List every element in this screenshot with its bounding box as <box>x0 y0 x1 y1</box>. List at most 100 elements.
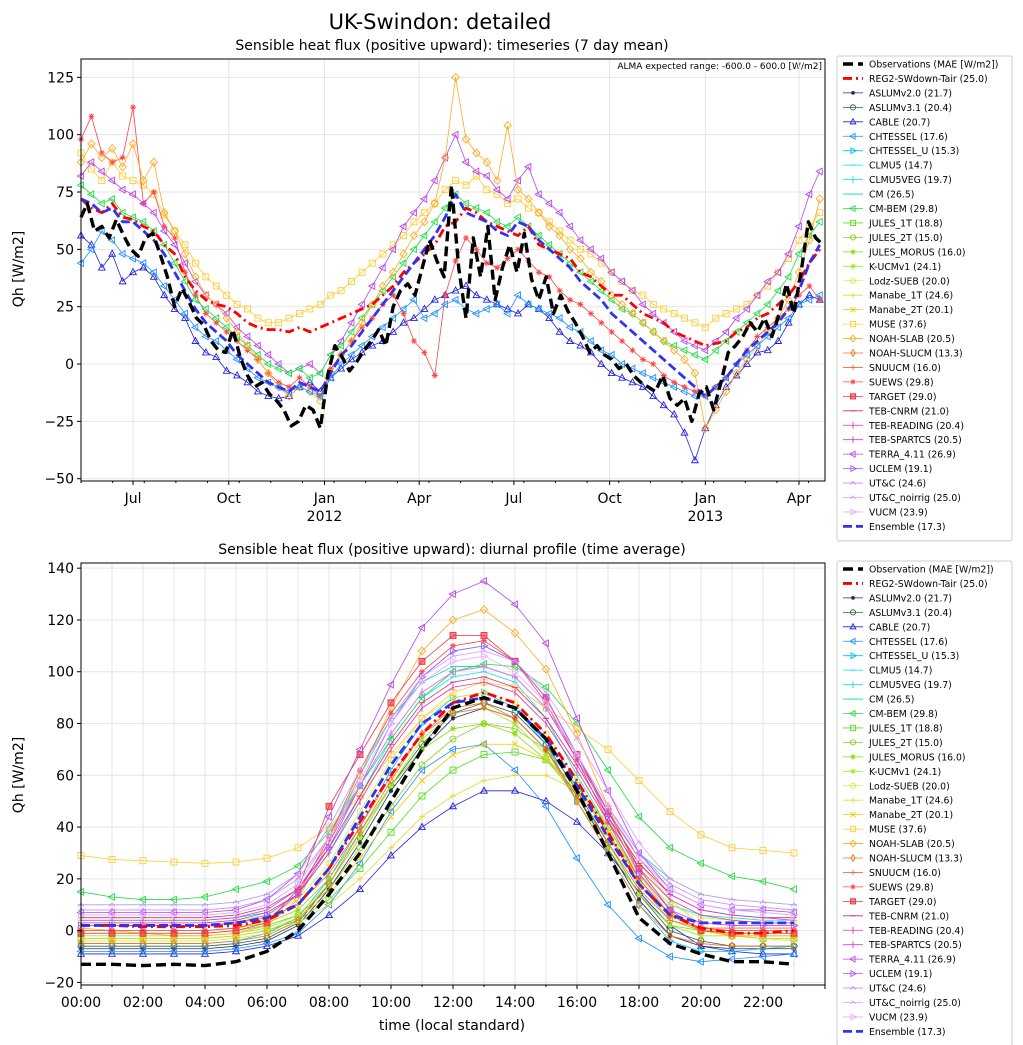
data-point <box>253 373 261 382</box>
data-point <box>574 750 582 759</box>
data-point <box>180 309 188 318</box>
data-point <box>180 313 190 322</box>
data-point <box>449 669 457 674</box>
timeseries-panel: Sensible heat flux (positive upward): ti… <box>11 38 1013 542</box>
data-point <box>556 227 564 235</box>
ytick-label: 125 <box>47 70 74 86</box>
data-point <box>327 365 334 372</box>
series-aslumv3-1 <box>77 699 798 950</box>
data-point <box>510 662 518 671</box>
data-point <box>763 345 772 354</box>
data-point <box>285 391 294 399</box>
data-point <box>264 900 272 909</box>
legend-label: JULES_MORUS (16.0) <box>868 247 966 258</box>
data-point <box>728 844 736 852</box>
data-point <box>108 855 116 863</box>
legend-marker <box>850 147 858 155</box>
legend-label: CM (26.5) <box>869 695 914 706</box>
series-ensemble <box>80 192 822 398</box>
legend-box <box>836 560 1013 1045</box>
series-aslumv2-0 <box>78 705 797 951</box>
data-point <box>386 807 394 816</box>
ytick-label: −50 <box>44 472 74 488</box>
legend-label: UCLEM (19.1) <box>869 464 932 475</box>
legend-item: ASLUMv3.1 (20.4) <box>843 608 952 619</box>
legend-item: SUEWS (29.8) <box>843 377 934 388</box>
data-point <box>212 352 221 361</box>
data-point <box>232 858 240 866</box>
series-line-cable <box>81 790 794 955</box>
data-point <box>223 328 230 335</box>
xtick-label: 02:00 <box>123 995 163 1011</box>
data-point <box>386 734 394 744</box>
data-point <box>337 364 346 372</box>
legend-item: ASLUMv3.1 (20.4) <box>843 103 952 114</box>
legend-label: CM (26.5) <box>869 190 914 201</box>
legend-label: NOAH-SLUCM (13.3) <box>869 349 963 360</box>
data-point <box>790 849 798 857</box>
legend-marker <box>850 508 858 516</box>
data-point <box>284 369 292 378</box>
data-point <box>296 310 303 318</box>
data-point <box>680 428 689 436</box>
data-point <box>603 900 611 909</box>
data-point <box>607 350 615 359</box>
data-point <box>543 698 551 707</box>
data-point <box>202 273 210 281</box>
data-point <box>605 812 613 821</box>
data-point <box>696 957 704 966</box>
data-point <box>139 907 147 913</box>
legend-marker <box>850 1000 856 1005</box>
data-point <box>231 905 239 914</box>
data-point <box>325 802 333 810</box>
data-point <box>169 949 179 957</box>
data-point <box>138 259 147 268</box>
data-point <box>660 372 667 379</box>
data-point <box>555 231 564 241</box>
legend-item: CHTESSEL (17.6) <box>843 132 948 143</box>
data-point <box>108 902 116 907</box>
legend-label: TARGET (29.0) <box>868 392 936 403</box>
data-point <box>721 386 731 397</box>
data-point <box>190 295 199 304</box>
data-point <box>511 740 519 748</box>
legend-item: NOAH-SLAB (20.5) <box>843 334 955 345</box>
data-point <box>231 885 239 894</box>
data-point <box>86 158 95 167</box>
data-point <box>535 269 542 276</box>
timeseries-title: Sensible heat flux (positive upward): ti… <box>235 38 668 54</box>
data-point <box>815 194 825 204</box>
xtick-label: 14:00 <box>495 995 535 1011</box>
data-point <box>295 906 301 913</box>
data-point <box>388 710 394 717</box>
ytick-label: 140 <box>47 561 74 577</box>
data-point <box>213 319 220 326</box>
data-point <box>574 796 580 806</box>
ytick-label: 120 <box>47 613 74 629</box>
data-point <box>794 300 802 309</box>
data-point <box>347 318 355 327</box>
data-point <box>450 710 456 717</box>
series-line-muse <box>80 152 821 328</box>
data-point <box>697 831 705 839</box>
data-point <box>170 304 179 312</box>
series-target <box>77 632 798 937</box>
data-point <box>541 796 551 805</box>
data-point <box>171 938 177 949</box>
data-point <box>541 683 549 692</box>
data-point <box>262 877 270 886</box>
data-point <box>565 323 573 332</box>
legend-item: Manabe_1T (24.6) <box>843 291 953 302</box>
data-point <box>512 667 520 676</box>
data-point <box>752 341 761 350</box>
data-point <box>440 300 449 309</box>
data-point <box>356 865 364 872</box>
data-point <box>337 287 345 295</box>
legend-item: TARGET (29.0) <box>843 392 936 403</box>
data-point <box>231 944 239 953</box>
data-point <box>479 786 489 794</box>
data-point <box>130 104 137 111</box>
series-line-suews <box>80 106 821 397</box>
series-line-vucm <box>81 655 795 916</box>
data-point <box>232 327 242 337</box>
